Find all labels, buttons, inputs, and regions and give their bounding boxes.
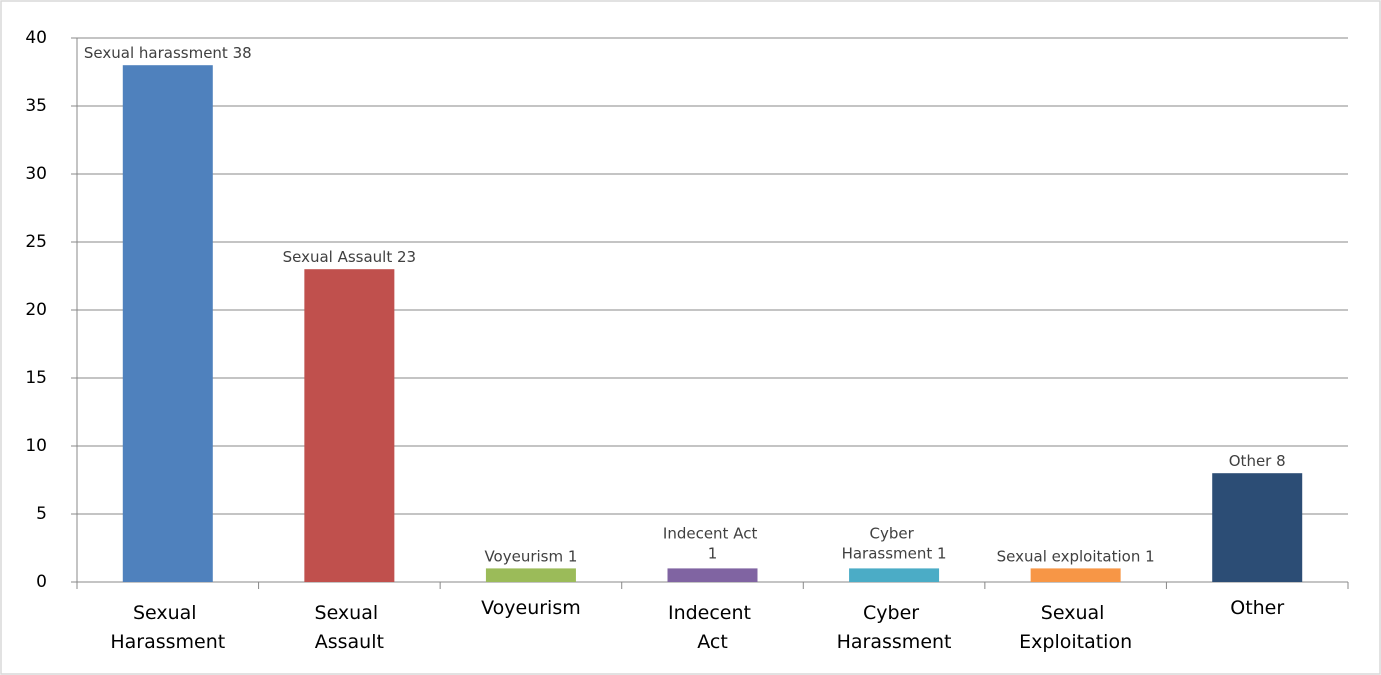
y-tick-label: 20 — [25, 300, 47, 320]
x-tick-label: Sexual Assault — [315, 602, 385, 653]
value-label: Cyber Harassment 1 — [842, 524, 947, 562]
y-tick-label: 15 — [25, 368, 47, 388]
value-label: Voyeurism 1 — [484, 547, 577, 565]
value-label: Other 8 — [1229, 452, 1286, 470]
value-label: Sexual exploitation 1 — [997, 547, 1155, 565]
x-tick-label: Voyeurism — [481, 597, 581, 619]
y-tick-label: 10 — [25, 436, 47, 456]
bar — [122, 65, 213, 582]
x-tick-label: Other — [1230, 597, 1284, 619]
y-tick-label: 35 — [25, 96, 47, 116]
bar — [304, 269, 395, 582]
y-tick-label: 40 — [25, 28, 47, 48]
value-label: Sexual Assault 23 — [283, 248, 417, 266]
x-tick-label: Sexual Harassment — [110, 602, 225, 653]
bar — [1030, 568, 1121, 582]
value-label: Indecent Act 1 — [663, 524, 762, 562]
y-tick-label: 5 — [36, 504, 47, 524]
bar — [1212, 473, 1303, 582]
y-tick-label: 0 — [36, 572, 47, 592]
x-tick-label: Indecent Act — [668, 602, 757, 653]
y-tick-label: 25 — [25, 232, 47, 252]
bar — [849, 568, 940, 582]
bar — [485, 568, 576, 582]
x-tick-label: Sexual Exploitation — [1019, 602, 1132, 653]
value-label: Sexual harassment 38 — [84, 44, 252, 62]
y-tick-label: 30 — [25, 164, 47, 184]
x-tick-label: Cyber Harassment — [837, 602, 952, 653]
bar — [667, 568, 758, 582]
